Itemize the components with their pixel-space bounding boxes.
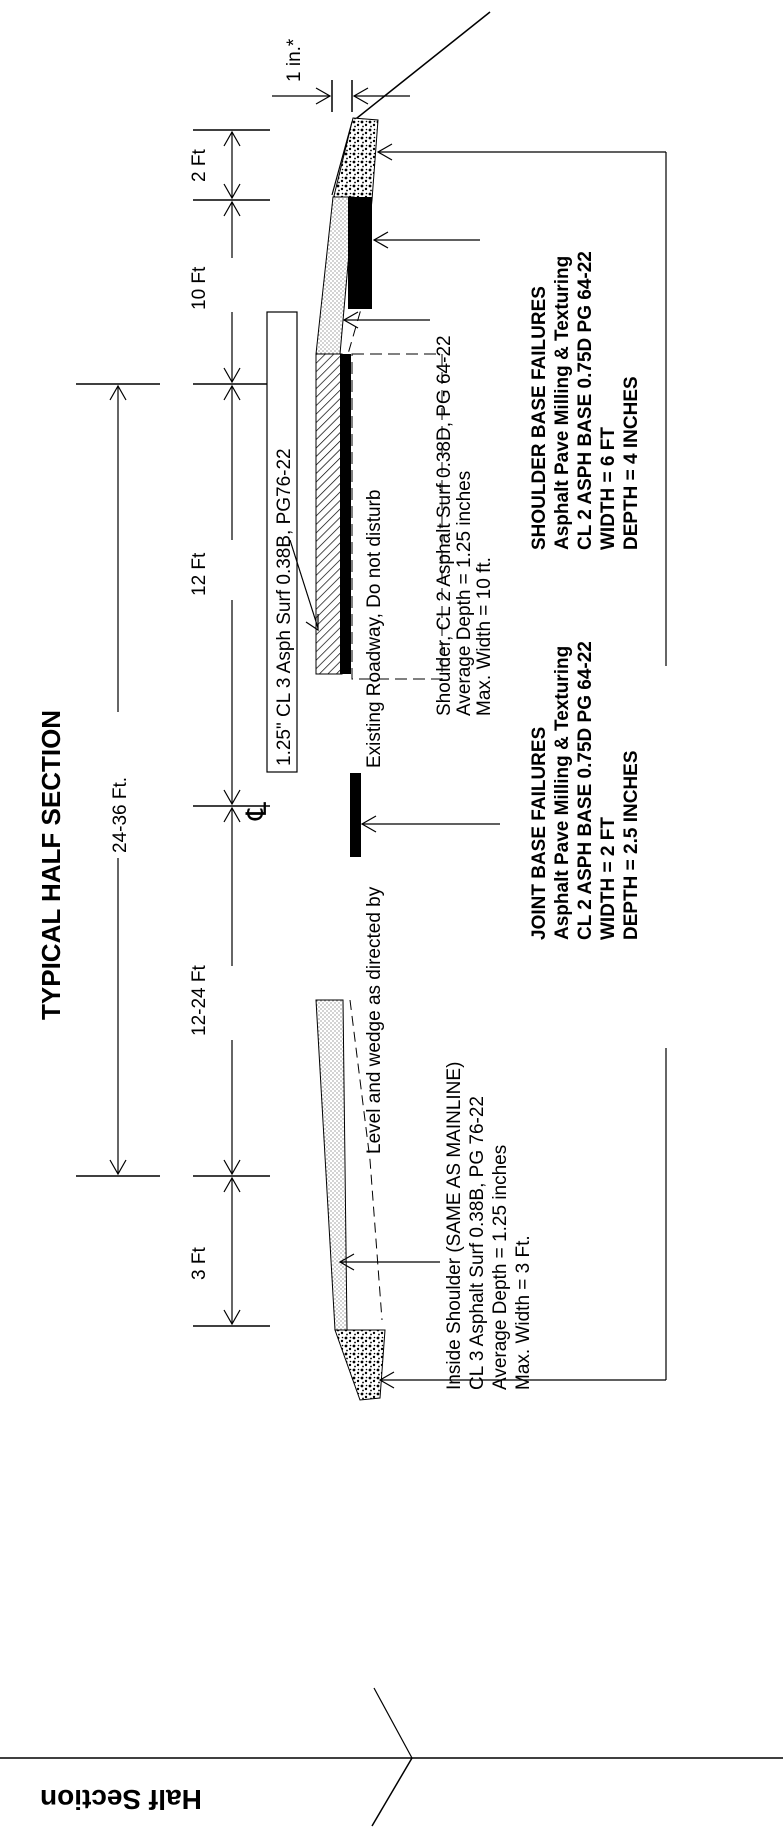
dim-label-top-gap: 1 in.*	[284, 38, 305, 82]
outer-shoulder-dashed-wedge	[347, 199, 373, 355]
level-wedge-layer	[340, 354, 351, 674]
arrow-head	[223, 367, 241, 384]
arrow-head	[376, 143, 393, 161]
arrow-head	[223, 1176, 241, 1193]
outside-shoulder-note: Shoulder, CL 2 Asphalt Surf 0.38D, PG 64…	[434, 335, 495, 716]
arrow-head	[223, 1159, 241, 1176]
shoulder-base-failure-patch	[348, 197, 372, 309]
outside-shoulder-note-line3: Max. Width = 10 ft.	[474, 557, 495, 716]
arrow-head	[338, 1253, 355, 1271]
dim-label-2ft: 2 Ft	[189, 149, 210, 182]
shoulder-base-failures-line4: DEPTH = 4 INCHES	[621, 376, 642, 550]
arrow-head	[223, 806, 241, 823]
inside-shoulder-note-line4: Max. Width = 3 Ft.	[513, 1235, 534, 1390]
joint-base-failures-line2: CL 2 ASPH BASE 0.75D PG 64-22	[575, 641, 596, 940]
surface-course-layer	[315, 353, 343, 675]
dim-label-10ft: 10 Ft	[189, 266, 210, 310]
existing-roadway-outline	[351, 353, 443, 680]
shoulder-base-failures-line1: Asphalt Pave Milling & Texturing	[552, 256, 573, 550]
bottom-foreslope-line	[373, 1687, 413, 1759]
arrow-head	[109, 384, 127, 401]
joint-base-failures-line4: DEPTH = 2.5 INCHES	[621, 750, 642, 940]
outer-shoulder-gravel	[332, 117, 379, 201]
inside-shoulder-note-line3: Average Depth = 1.25 inches	[490, 1145, 511, 1390]
arrow-head	[352, 87, 369, 105]
surface-course-leader	[289, 539, 319, 629]
arrow-head	[223, 130, 241, 147]
level-wedge-label: Level and wedge as directed by	[364, 886, 385, 1154]
dim-label-3ft: 3 Ft	[189, 1247, 210, 1280]
shoulder-base-failures-line3: WIDTH = 6 FT	[598, 427, 619, 550]
inside-shoulder-note: Inside Shoulder (SAME AS MAINLINE) CL 3 …	[444, 1062, 534, 1390]
surface-course-label: 1.25" CL 3 Asph Surf 0.38B, PG76-22	[274, 448, 295, 766]
outside-shoulder-note-line1: Shoulder, CL 2 Asphalt Surf 0.38D, PG 64…	[434, 335, 455, 716]
arrow-head	[315, 87, 332, 105]
shoulder-base-failures-note: SHOULDER BASE FAILURES Asphalt Pave Mill…	[529, 251, 642, 550]
arrow-head	[223, 200, 241, 217]
shoulder-base-failures-line2: CL 2 ASPH BASE 0.75D PG 64-22	[575, 251, 596, 550]
centerline-symbol: ℄	[241, 802, 272, 821]
arrow-head	[223, 1309, 241, 1326]
arrow-head	[360, 815, 377, 833]
inside-shoulder-note-line1: Inside Shoulder (SAME AS MAINLINE)	[444, 1062, 465, 1390]
dim-label-12-24ft: 12-24 Ft	[189, 965, 210, 1036]
joint-base-failures-line1: Asphalt Pave Milling & Texturing	[552, 646, 573, 940]
shoulder-base-failures-heading: SHOULDER BASE FAILURES	[529, 286, 550, 550]
arrow-head	[305, 614, 319, 632]
arrow-head	[372, 231, 389, 249]
inside-shoulder-dashed-wedge	[349, 999, 383, 1321]
arrow-head	[223, 789, 241, 806]
inside-shoulder-gravel	[334, 1329, 386, 1401]
joint-base-failures-heading: JOINT BASE FAILURES	[529, 727, 550, 940]
half-section-footer-title: Half Section	[40, 1784, 202, 1815]
arrow-head	[109, 1159, 127, 1176]
diagram-title: TYPICAL HALF SECTION	[36, 710, 66, 1020]
dim-label-12ft: 12 Ft	[189, 552, 210, 596]
inside-shoulder-surface	[315, 999, 348, 1331]
inside-shoulder-note-line2: CL 3 Asphalt Surf 0.38B, PG 76-22	[467, 1096, 488, 1390]
arrow-head	[223, 183, 241, 200]
existing-roadway-label: Existing Roadway, Do not disturb	[364, 490, 385, 768]
top-ground-line	[351, 11, 491, 123]
arrow-head	[342, 311, 359, 329]
outside-shoulder-note-line2: Average Depth = 1.25 inches	[454, 471, 475, 716]
arrow-head	[378, 1371, 395, 1389]
joint-base-failure-patch	[350, 773, 361, 857]
joint-base-failures-line3: WIDTH = 2 FT	[598, 817, 619, 940]
joint-base-failures-note: JOINT BASE FAILURES Asphalt Pave Milling…	[529, 641, 642, 940]
arrow-head	[223, 384, 241, 401]
dim-label-total: 24-36 Ft.	[110, 777, 131, 853]
bottom-ground-line	[371, 1757, 413, 1827]
surface-course-label-box	[266, 311, 298, 773]
